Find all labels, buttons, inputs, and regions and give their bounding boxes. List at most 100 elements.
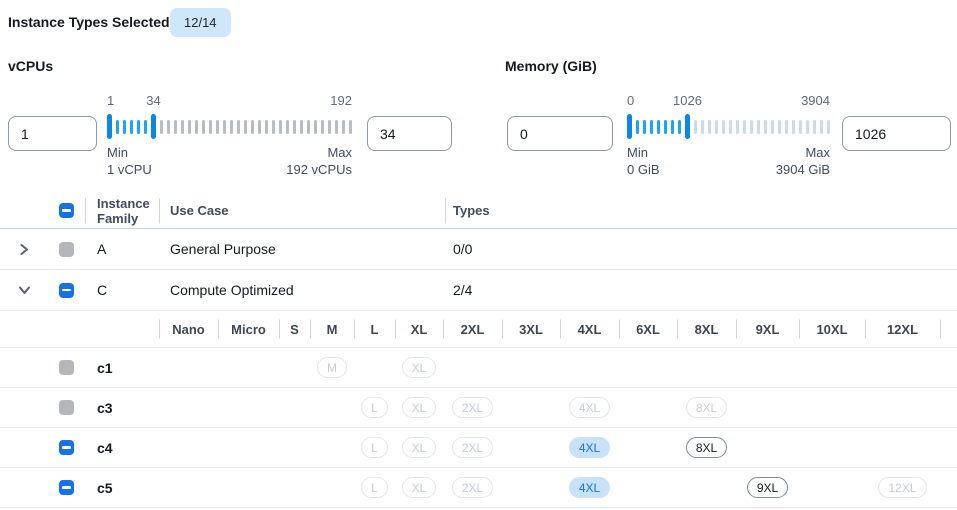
slider-tick xyxy=(643,119,646,134)
memory-slider[interactable]: 0 1026 3904 Min 0 GiB Max 3904 GiB xyxy=(627,93,830,179)
size-chip: XL xyxy=(401,477,437,498)
instance-table-body: A General Purpose 0/0 C Compute Optimized 2/4… xyxy=(0,229,957,508)
vcpu-max-input[interactable] xyxy=(367,116,452,151)
size-column-header: Micro xyxy=(218,311,279,347)
slider-tick xyxy=(820,119,823,134)
indeterminate-minus-icon xyxy=(62,486,71,489)
size-column-header: 2XL xyxy=(443,311,502,347)
slider-tick xyxy=(130,119,133,134)
size-chip[interactable]: 4XL xyxy=(568,437,611,458)
vcpu-slider[interactable]: 1 34 192 Min 1 vCPU Max 192 vCPUs xyxy=(107,93,352,179)
instance-types-selected-label: Instance Types Selected: xyxy=(8,14,175,30)
slider-tick xyxy=(335,119,338,134)
slider-tick xyxy=(202,119,205,134)
size-column-header: 10XL xyxy=(799,311,865,347)
slider-max-handle[interactable] xyxy=(151,114,156,139)
slider-tick xyxy=(827,119,830,134)
slider-tick xyxy=(349,119,352,134)
memory-scale-max-label: 3904 xyxy=(801,93,830,108)
slider-tick xyxy=(216,119,219,134)
memory-max-input[interactable] xyxy=(842,116,951,151)
slider-tick xyxy=(116,119,119,134)
size-chip[interactable]: 4XL xyxy=(568,477,611,498)
row-checkbox[interactable] xyxy=(59,480,74,495)
column-header-use-case: Use Case xyxy=(159,203,445,218)
slider-tick xyxy=(657,119,660,134)
size-chip[interactable]: 8XL xyxy=(685,437,728,458)
vcpu-slider-track[interactable] xyxy=(107,113,352,140)
slider-tick xyxy=(764,119,767,134)
vcpu-scale-max-label: 192 xyxy=(330,93,352,108)
size-chip: L xyxy=(361,437,388,458)
size-column-header: 12XL xyxy=(865,311,940,347)
size-chip: 8XL xyxy=(685,397,728,418)
slider-tick xyxy=(342,119,345,134)
size-column-header: 3XL xyxy=(502,311,560,347)
size-column-header: Nano xyxy=(159,311,218,347)
slider-tick xyxy=(678,119,681,134)
size-column-header: 6XL xyxy=(619,311,677,347)
instance-row: c3 L XL 2XL 4XL 8XL xyxy=(0,388,957,428)
vcpu-min-input[interactable] xyxy=(8,116,97,151)
row-checkbox xyxy=(59,360,74,375)
slider-tick xyxy=(181,119,184,134)
memory-max-caption: Max 3904 GiB xyxy=(775,145,830,177)
use-case: Compute Optimized xyxy=(170,282,294,298)
memory-min-caption: Min 0 GiB xyxy=(627,145,660,177)
slider-tick xyxy=(279,119,282,134)
slider-min-handle[interactable] xyxy=(107,114,112,139)
slider-tick xyxy=(123,119,126,134)
slider-tick xyxy=(743,119,746,134)
slider-tick xyxy=(137,119,140,134)
slider-tick xyxy=(244,119,247,134)
chevron-down-icon[interactable] xyxy=(14,280,34,300)
memory-min-input[interactable] xyxy=(507,116,613,151)
slider-tick xyxy=(792,119,795,134)
slider-tick xyxy=(806,119,809,134)
slider-tick xyxy=(286,119,289,134)
vcpu-scale-start-label: 1 xyxy=(107,93,115,108)
selected-count-badge: 12/14 xyxy=(170,8,231,37)
size-chip: XL xyxy=(401,397,437,418)
slider-tick xyxy=(636,119,639,134)
slider-tick xyxy=(799,119,802,134)
instance-row: c1 M XL xyxy=(0,348,957,388)
slider-tick xyxy=(708,119,711,134)
family-name: A xyxy=(97,241,107,257)
slider-tick xyxy=(722,119,725,134)
row-checkbox[interactable] xyxy=(59,440,74,455)
slider-tick xyxy=(314,119,317,134)
size-column-header: 8XL xyxy=(677,311,736,347)
size-chip: L xyxy=(361,397,388,418)
slider-tick xyxy=(771,119,774,134)
size-chip: L xyxy=(361,477,388,498)
size-header-row: Nano Micro S M L XL 2XL 3XL 4XL 6XL 8XL 9XL 10XL 12XL xyxy=(0,311,957,348)
slider-tick xyxy=(209,119,212,134)
memory-slider-scale: 0 1026 3904 xyxy=(627,93,830,110)
size-column-header: XL xyxy=(395,311,443,347)
table-header-row: Instance Family Use Case Types xyxy=(0,193,957,229)
slider-tick xyxy=(293,119,296,134)
instance-name: c5 xyxy=(97,479,113,496)
row-checkbox[interactable] xyxy=(59,282,74,298)
vcpu-max-caption: Max 192 vCPUs xyxy=(286,145,352,177)
size-chip: 4XL xyxy=(568,397,611,418)
instance-row: c5 L XL 2XL 4XL 9XL 12XL xyxy=(0,468,957,508)
slider-tick xyxy=(174,119,177,134)
memory-filter-title: Memory (GiB) xyxy=(505,58,597,74)
select-all-checkbox[interactable] xyxy=(59,203,74,218)
size-chip[interactable]: 9XL xyxy=(746,477,789,498)
size-column-header: L xyxy=(354,311,395,347)
instance-name: c3 xyxy=(97,399,113,416)
size-column-header: 9XL xyxy=(736,311,799,347)
memory-slider-track[interactable] xyxy=(627,113,830,140)
slider-tick xyxy=(167,119,170,134)
slider-min-handle[interactable] xyxy=(627,114,632,139)
chevron-right-icon[interactable] xyxy=(14,239,34,259)
size-column-header: 4XL xyxy=(560,311,619,347)
slider-tick xyxy=(701,119,704,134)
slider-max-handle[interactable] xyxy=(685,114,690,139)
family-row: A General Purpose 0/0 xyxy=(0,229,957,270)
memory-scale-handle-label: 1026 xyxy=(673,93,702,108)
instance-family-table: Instance Family Use Case Types A General … xyxy=(0,193,957,508)
